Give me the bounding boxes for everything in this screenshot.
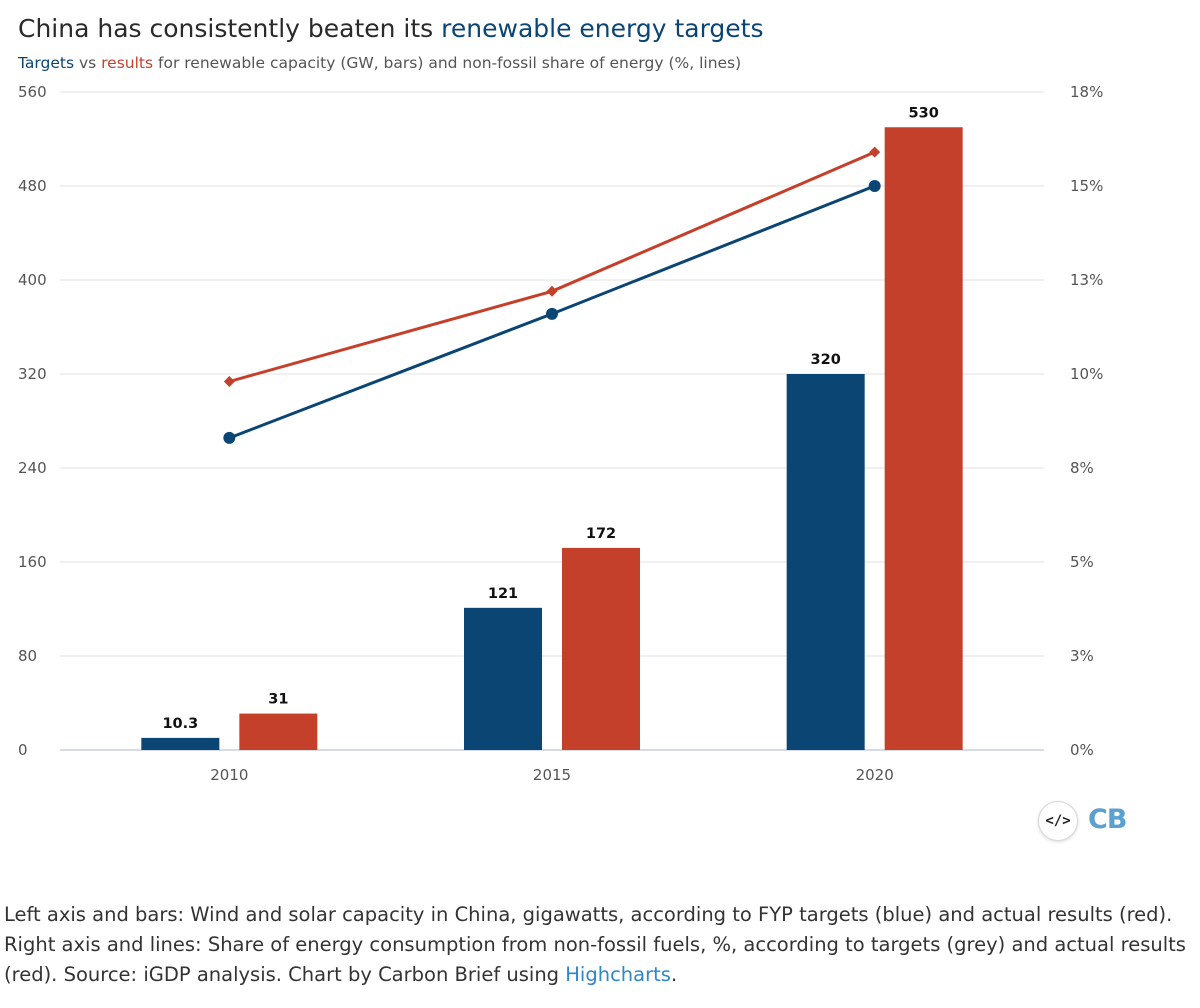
left-tick-label: 0 [18,741,28,759]
left-tick-label: 480 [18,177,47,195]
left-tick-label: 80 [18,647,37,665]
left-tick-label: 160 [18,553,47,571]
subtitle-results: results [101,54,154,72]
bar [562,547,640,750]
left-tick-label: 240 [18,459,47,477]
bar-data-label: 31 [268,692,288,708]
line-point [546,307,558,320]
right-tick-label: 8% [1070,459,1094,477]
bar [786,374,865,750]
line-point [869,146,881,158]
title-highlight: renewable energy targets [441,14,764,43]
right-tick-label: 10% [1070,365,1103,383]
bar [239,713,318,750]
carbon-brief-logo: CB [1088,804,1127,835]
category-label: 2010 [210,766,248,784]
bar [884,127,963,750]
bar-data-label: 530 [909,105,939,121]
bar-data-label: 10.3 [162,716,198,732]
right-tick-label: 18% [1070,83,1103,101]
left-tick-label: 400 [18,271,47,289]
subtitle-targets: Targets [18,54,75,72]
line-point [223,376,235,388]
chart-title: China has consistently beaten its renewa… [18,14,764,43]
right-tick-label: 3% [1070,647,1094,665]
code-embed-icon: </> [1045,813,1071,829]
chart-caption: Left axis and bars: Wind and solar capac… [4,900,1196,991]
caption-text: Left axis and bars: Wind and solar capac… [4,903,1186,987]
caption-end: . [670,963,678,987]
bar-data-label: 320 [811,352,841,368]
series-line [228,150,876,383]
highcharts-link[interactable]: Highcharts [565,963,671,987]
bar-data-label: 172 [586,526,616,542]
right-tick-label: 0% [1070,741,1094,759]
combo-chart: 0 80 160 240 320 400 480 560 0% 3% 5% 8% 10% 13% 15% 18… [18,83,1103,784]
title-text: China has consistently beaten its [18,14,442,43]
line-point [546,285,558,297]
subtitle-rest: for renewable capacity (GW, bars) and no… [153,54,742,72]
line-point [223,431,236,444]
left-tick-label: 560 [18,83,47,101]
right-tick-label: 13% [1070,271,1103,289]
embed-code-button[interactable]: </> [1038,801,1078,841]
right-tick-label: 5% [1070,553,1094,571]
bar [141,737,220,750]
chart-subtitle: Targets vs results for renewable capacit… [18,54,741,72]
subtitle-vs: vs [74,54,102,72]
bar-data-label: 121 [488,586,518,602]
line-point [868,180,881,192]
category-label: 2020 [856,766,894,784]
right-tick-label: 15% [1070,177,1103,195]
bar [464,607,542,750]
category-label: 2015 [533,766,571,784]
left-tick-label: 320 [18,365,47,383]
